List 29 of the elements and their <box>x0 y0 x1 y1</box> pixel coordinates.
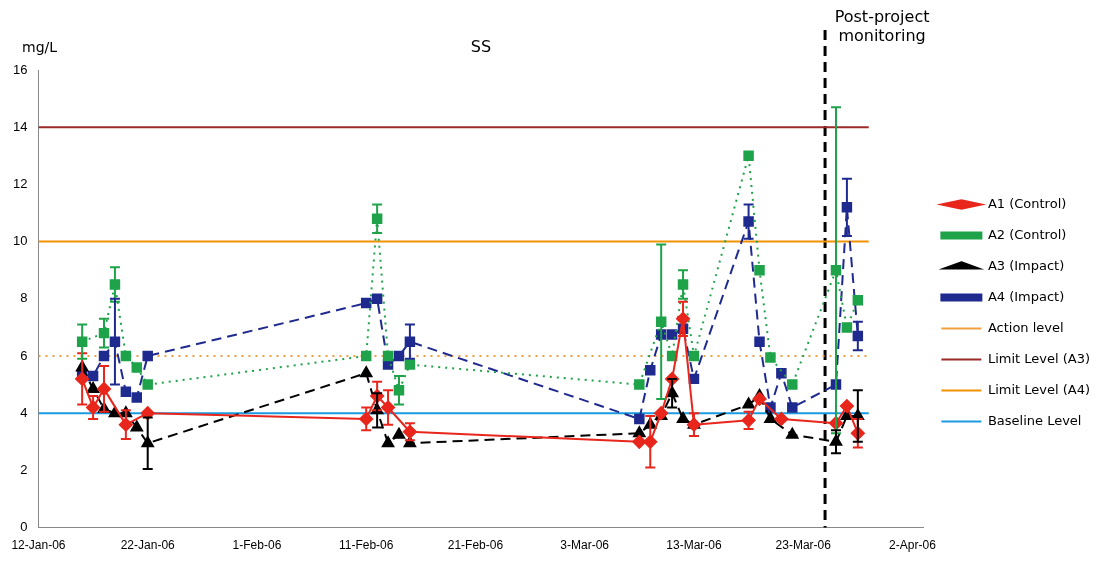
y-tick-label: 16 <box>12 61 28 77</box>
legend-label: A2 (Control) <box>987 226 1067 242</box>
legend-label: Baseline Level <box>987 412 1082 428</box>
y-tick-label: 0 <box>20 519 28 535</box>
chart-title: SS <box>470 37 492 56</box>
legend-label: Limit Level (A3) <box>987 350 1091 366</box>
legend-label: A1 (Control) <box>987 195 1067 211</box>
text: Post-project monitoring <box>834 7 930 45</box>
y-axis-title: mg/L <box>22 39 58 55</box>
y-tick-label: 10 <box>12 233 28 249</box>
x-tick-label: 22-Jan-06 <box>120 538 176 553</box>
x-tick-label: 12-Jan-06 <box>11 538 66 553</box>
y-tick-label: 12 <box>12 175 28 191</box>
x-tick-label: 21-Feb-06 <box>447 538 504 553</box>
legend-label: A4 (Impact) <box>987 288 1065 304</box>
y-tick-label: 2 <box>20 461 28 477</box>
x-tick-label: 2-Apr-06 <box>889 538 937 553</box>
x-tick-label: 23-Mar-06 <box>775 538 832 553</box>
y-tick-label: 6 <box>20 347 28 363</box>
x-tick-label: 3-Mar-06 <box>560 538 610 553</box>
y-tick-label: 4 <box>20 404 28 420</box>
legend-label: Action level <box>987 319 1064 335</box>
x-tick-label: 13-Mar-06 <box>666 538 722 553</box>
x-tick-label: 1-Feb-06 <box>232 538 282 553</box>
y-tick-label: 14 <box>12 118 28 134</box>
y-tick-label: 8 <box>20 290 28 306</box>
x-tick-label: 11-Feb-06 <box>338 538 394 553</box>
legend-label: A3 (Impact) <box>987 257 1065 273</box>
legend-label: Limit Level (A4) <box>987 381 1091 397</box>
